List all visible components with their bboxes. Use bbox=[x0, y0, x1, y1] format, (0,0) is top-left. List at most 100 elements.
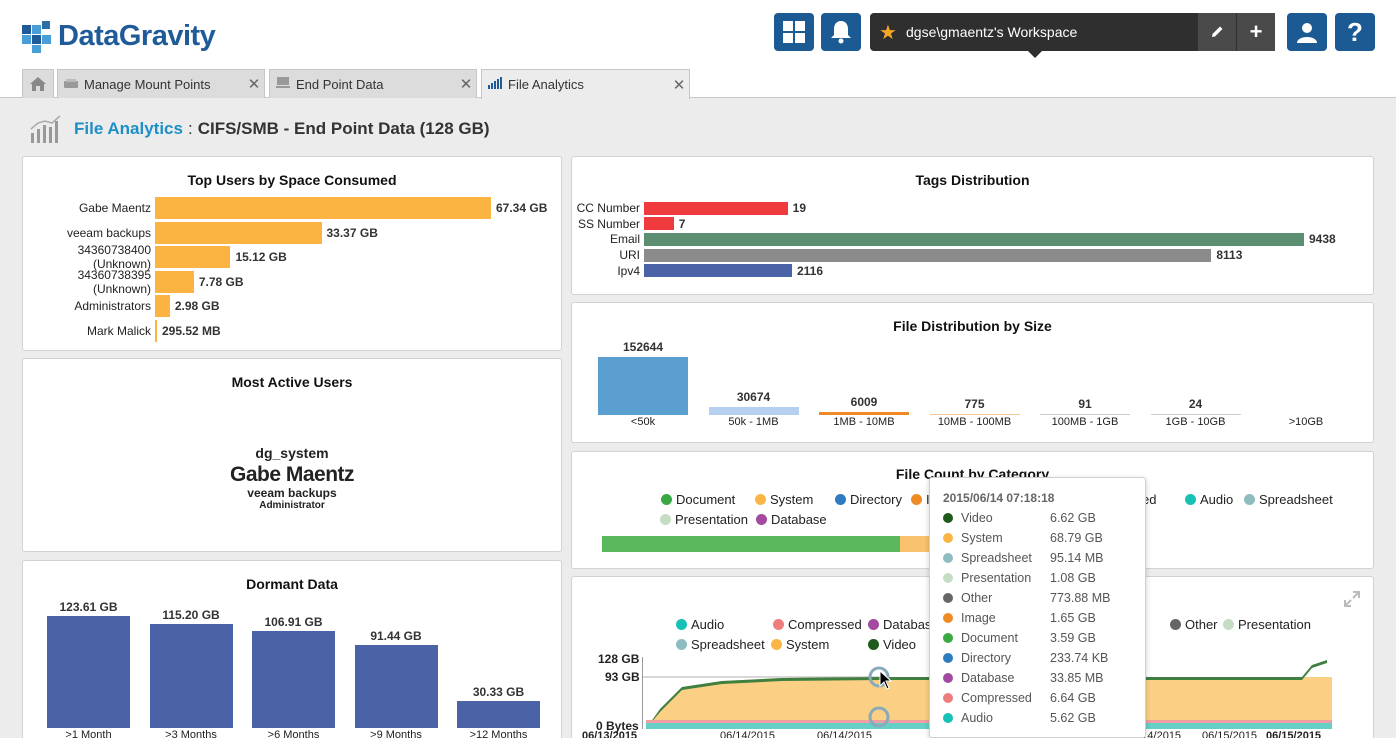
top-users-panel: Top Users by Space Consumed Gabe Maentz 6… bbox=[22, 156, 562, 351]
legend-label: Audio bbox=[691, 617, 725, 632]
legend-dot-icon bbox=[943, 713, 953, 723]
bar[interactable] bbox=[644, 201, 788, 215]
user-profile-button[interactable] bbox=[1287, 13, 1327, 51]
legend-item[interactable]: I bbox=[911, 492, 930, 507]
tooltip-series-value: 3.59 GB bbox=[1050, 631, 1096, 645]
bar[interactable] bbox=[47, 616, 130, 728]
dashboard-grid-button[interactable] bbox=[774, 13, 814, 51]
notifications-button[interactable] bbox=[821, 13, 861, 51]
panel-title: Tags Distribution bbox=[915, 172, 1030, 188]
legend-dot-icon bbox=[943, 593, 953, 603]
stack-segment[interactable] bbox=[602, 536, 900, 552]
page-title-main: File Analytics bbox=[74, 119, 183, 138]
bar-value: 30.33 GB bbox=[472, 684, 525, 699]
add-workspace-button[interactable]: + bbox=[1236, 13, 1275, 51]
bar-value: 7 bbox=[678, 216, 686, 231]
x-tick: 06/14/2015 bbox=[817, 730, 873, 738]
legend-item[interactable]: System bbox=[755, 492, 813, 507]
legend-dot-icon bbox=[1185, 494, 1196, 505]
x-tick: 06/13/2015 bbox=[582, 730, 638, 738]
legend-item[interactable]: Video bbox=[868, 637, 916, 652]
bar-value: 7.78 GB bbox=[198, 274, 244, 289]
datagravity-logo[interactable]: DataGravity bbox=[22, 20, 216, 53]
analytics-icon bbox=[30, 115, 61, 143]
x-label: >10GB bbox=[1288, 416, 1324, 428]
stack-segment[interactable] bbox=[899, 536, 930, 552]
bar[interactable] bbox=[155, 270, 194, 293]
legend-item[interactable]: Other bbox=[1170, 617, 1218, 632]
bar[interactable] bbox=[155, 320, 157, 342]
bar[interactable] bbox=[598, 357, 688, 415]
tab-file-analytics[interactable]: File Analytics ✕ bbox=[481, 69, 690, 99]
bar[interactable] bbox=[457, 700, 540, 728]
legend-item[interactable]: Presentation bbox=[660, 512, 748, 527]
workspace-selector[interactable]: ★ dgse\gmaentz's Workspace + bbox=[870, 13, 1275, 51]
x-label: 50k - 1MB bbox=[728, 416, 779, 428]
chart-tooltip: 2015/06/14 07:18:18 Video 6.62 GB System 68… bbox=[929, 477, 1146, 738]
close-icon[interactable]: ✕ bbox=[247, 76, 261, 93]
bar[interactable] bbox=[644, 217, 674, 231]
bar[interactable] bbox=[644, 248, 1212, 262]
cloud-word[interactable]: dg_system bbox=[255, 445, 329, 461]
bar[interactable] bbox=[155, 197, 491, 219]
legend-dot-icon bbox=[943, 573, 953, 583]
close-icon[interactable]: ✕ bbox=[459, 76, 473, 93]
cloud-word[interactable]: Administrator bbox=[259, 500, 325, 511]
edit-workspace-button[interactable] bbox=[1197, 13, 1236, 51]
tab-end-point-data[interactable]: End Point Data ✕ bbox=[269, 69, 477, 98]
bar[interactable] bbox=[354, 645, 438, 728]
bar[interactable] bbox=[155, 295, 170, 318]
legend-item[interactable]: Presentation bbox=[1223, 617, 1311, 632]
cloud-word[interactable]: Gabe Maentz bbox=[229, 463, 355, 486]
panel-title: Top Users by Space Consumed bbox=[187, 172, 397, 188]
legend-dot-icon bbox=[661, 494, 672, 505]
drive-icon bbox=[58, 77, 84, 92]
legend-label: Spreadsheet bbox=[1259, 492, 1333, 507]
bar[interactable] bbox=[155, 221, 322, 244]
close-icon[interactable]: ✕ bbox=[672, 76, 686, 94]
bar[interactable] bbox=[1040, 414, 1130, 415]
bar[interactable] bbox=[708, 407, 799, 415]
legend-item[interactable]: Audio bbox=[1185, 492, 1233, 507]
legend-item[interactable]: Directory bbox=[835, 492, 902, 507]
bar[interactable] bbox=[644, 264, 792, 278]
legend-label: Database bbox=[883, 617, 939, 632]
tags-distribution-panel: Tags Distribution CC Number 19 SS Number 7 E… bbox=[571, 156, 1374, 295]
hover-marker bbox=[868, 706, 890, 728]
mouse-cursor-icon bbox=[879, 670, 893, 690]
legend-dot-icon bbox=[755, 494, 766, 505]
legend-label: Other bbox=[1185, 617, 1218, 632]
hbar-row: 34360738395 (Unknown) 7.78 GB bbox=[23, 268, 244, 296]
bar[interactable] bbox=[819, 412, 909, 415]
legend-label: Video bbox=[883, 637, 917, 652]
bar-label: Email bbox=[609, 232, 640, 247]
legend-item[interactable]: Compressed bbox=[773, 617, 862, 632]
bar[interactable] bbox=[155, 246, 231, 269]
home-icon bbox=[30, 77, 46, 91]
tooltip-series-name: Other bbox=[961, 591, 993, 605]
help-button[interactable]: ? bbox=[1335, 13, 1375, 51]
bar[interactable] bbox=[252, 631, 335, 728]
tab-home[interactable] bbox=[22, 69, 54, 98]
bar[interactable] bbox=[149, 623, 233, 728]
expand-icon[interactable] bbox=[1344, 591, 1360, 612]
tooltip-row: Spreadsheet 95.14 MB bbox=[943, 548, 1133, 568]
tab-manage-mount-points[interactable]: Manage Mount Points ✕ bbox=[57, 69, 265, 98]
legend-item[interactable]: Spreadsheet bbox=[1244, 492, 1333, 507]
legend-item[interactable]: System bbox=[771, 637, 829, 652]
legend-item[interactable]: Document bbox=[661, 492, 735, 507]
bar[interactable] bbox=[1150, 414, 1241, 415]
bar-value: 775 bbox=[964, 397, 985, 411]
x-label: 100MB - 1GB bbox=[1051, 416, 1119, 428]
cloud-word[interactable]: veeam backups bbox=[247, 486, 337, 500]
legend-item[interactable]: Database bbox=[756, 512, 827, 527]
legend-item[interactable]: Audio bbox=[676, 617, 724, 632]
legend-item[interactable]: Database bbox=[868, 617, 939, 632]
bar[interactable] bbox=[644, 232, 1304, 246]
tooltip-series-value: 33.85 MB bbox=[1050, 671, 1104, 685]
tooltip-series-value: 95.14 MB bbox=[1050, 551, 1104, 565]
bar[interactable] bbox=[929, 414, 1020, 415]
legend-item[interactable]: Spreadsheet bbox=[676, 637, 765, 652]
legend-dot-icon bbox=[943, 693, 953, 703]
hbar-row: Administrators 2.98 GB bbox=[23, 295, 220, 318]
